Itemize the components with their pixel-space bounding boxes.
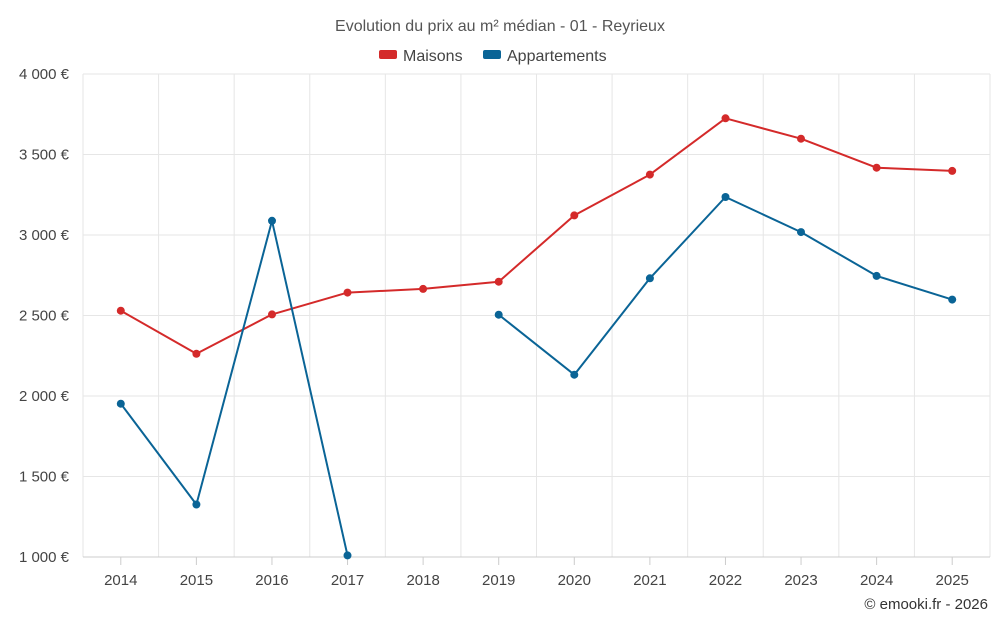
x-tick-label: 2017 bbox=[331, 572, 364, 589]
x-tick-label: 2024 bbox=[860, 572, 893, 589]
data-point-appartements-2014[interactable] bbox=[116, 399, 125, 408]
y-tick-label: 2 500 € bbox=[19, 308, 70, 325]
x-tick-label: 2025 bbox=[936, 572, 969, 589]
series-maisons bbox=[116, 114, 957, 358]
x-tick-label: 2022 bbox=[709, 572, 742, 589]
legend: Maisons Appartements bbox=[379, 48, 607, 65]
axes: 1 000 € 1 500 € 2 000 € 2 500 € 3 000 € 3 500… bbox=[19, 66, 990, 589]
gridlines bbox=[82, 73, 991, 557]
legend-item-maisons[interactable]: Maisons bbox=[379, 48, 463, 65]
credit-text: © emooki.fr - 2026 bbox=[864, 596, 988, 613]
series bbox=[116, 114, 957, 560]
y-tick-label: 4 000 € bbox=[19, 66, 70, 83]
series-line-appartements bbox=[498, 196, 953, 376]
y-tick-label: 3 500 € bbox=[19, 147, 70, 164]
data-point-maisons-2024[interactable] bbox=[872, 163, 881, 172]
data-point-maisons-2014[interactable] bbox=[116, 306, 125, 315]
data-point-maisons-2016[interactable] bbox=[268, 310, 276, 319]
y-tick-label: 1 500 € bbox=[19, 469, 70, 486]
y-tick-label: 3 000 € bbox=[19, 227, 70, 244]
data-point-appartements-2017[interactable] bbox=[343, 551, 352, 560]
data-point-appartements-2021[interactable] bbox=[645, 274, 654, 283]
data-point-appartements-2019[interactable] bbox=[494, 310, 503, 319]
y-tick-label: 2 000 € bbox=[19, 388, 70, 405]
x-tick-label: 2023 bbox=[784, 572, 817, 589]
data-point-maisons-2015[interactable] bbox=[192, 349, 201, 358]
data-point-appartements-2016[interactable] bbox=[268, 216, 276, 225]
series-appartements bbox=[116, 193, 957, 560]
series-line-maisons bbox=[120, 117, 953, 355]
x-tick-label: 2019 bbox=[482, 572, 515, 589]
y-tick-label: 1 000 € bbox=[19, 549, 70, 566]
legend-item-appartements[interactable]: Appartements bbox=[483, 48, 607, 65]
x-tick-label: 2016 bbox=[255, 572, 288, 589]
data-point-maisons-2023[interactable] bbox=[797, 134, 805, 143]
data-point-appartements-2023[interactable] bbox=[797, 228, 805, 237]
data-point-maisons-2020[interactable] bbox=[570, 211, 579, 220]
data-point-appartements-2022[interactable] bbox=[721, 193, 730, 201]
data-point-appartements-2020[interactable] bbox=[570, 370, 579, 379]
x-tick-label: 2020 bbox=[558, 572, 591, 589]
series-line-appartements bbox=[120, 219, 349, 556]
legend-label-appartements: Appartements bbox=[507, 48, 607, 65]
chart-title: Evolution du prix au m² médian - 01 - Re… bbox=[335, 18, 665, 35]
data-point-maisons-2022[interactable] bbox=[721, 114, 730, 123]
data-point-maisons-2025[interactable] bbox=[948, 166, 957, 175]
data-point-appartements-2025[interactable] bbox=[948, 295, 957, 304]
data-point-appartements-2024[interactable] bbox=[872, 271, 881, 280]
data-point-maisons-2019[interactable] bbox=[494, 277, 503, 286]
x-tick-label: 2018 bbox=[406, 572, 439, 589]
data-point-maisons-2017[interactable] bbox=[343, 288, 352, 297]
x-tick-label: 2015 bbox=[180, 572, 213, 589]
legend-swatch-maisons bbox=[379, 50, 397, 59]
x-tick-label: 2021 bbox=[633, 572, 666, 589]
legend-swatch-appartements bbox=[483, 50, 501, 59]
data-point-maisons-2021[interactable] bbox=[645, 170, 654, 179]
x-tick-label: 2014 bbox=[104, 572, 137, 589]
data-point-appartements-2015[interactable] bbox=[192, 500, 201, 509]
legend-label-maisons: Maisons bbox=[403, 48, 463, 65]
data-point-maisons-2018[interactable] bbox=[419, 284, 428, 293]
